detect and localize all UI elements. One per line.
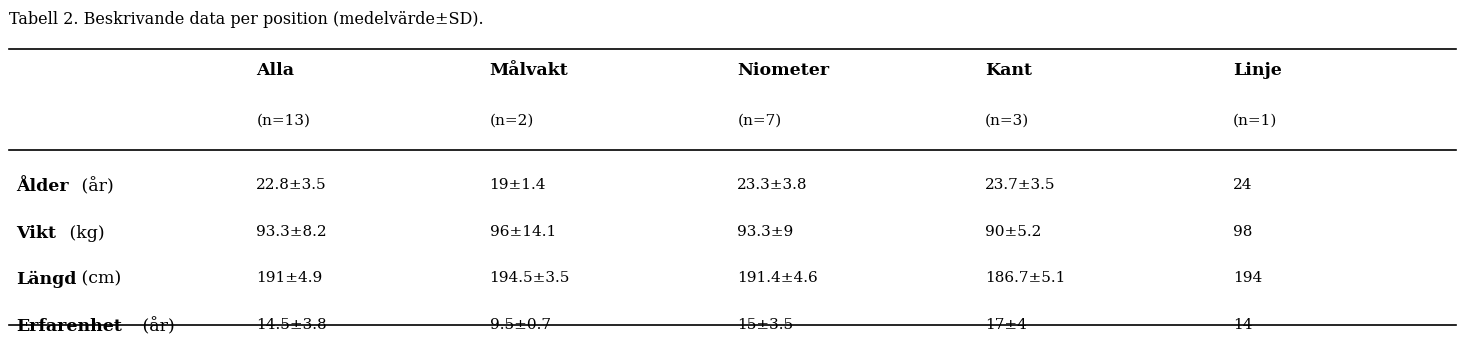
Text: Vikt: Vikt (16, 225, 55, 242)
Text: (år): (år) (137, 318, 175, 336)
Text: Kant: Kant (986, 62, 1032, 79)
Text: Niometer: Niometer (737, 62, 829, 79)
Text: 90±5.2: 90±5.2 (986, 225, 1041, 239)
Text: 9.5±0.7: 9.5±0.7 (489, 318, 550, 332)
Text: 191.4±4.6: 191.4±4.6 (737, 271, 818, 285)
Text: 191±4.9: 191±4.9 (257, 271, 323, 285)
Text: Linje: Linje (1232, 62, 1282, 79)
Text: Målvakt: Målvakt (489, 62, 568, 79)
Text: Längd: Längd (16, 271, 76, 288)
Text: Erfarenhet: Erfarenhet (16, 318, 121, 335)
Text: Ålder: Ålder (16, 178, 69, 195)
Text: 186.7±5.1: 186.7±5.1 (986, 271, 1066, 285)
Text: (n=2): (n=2) (489, 114, 534, 128)
Text: 17±4: 17±4 (986, 318, 1026, 332)
Text: (cm): (cm) (76, 271, 121, 288)
Text: 22.8±3.5: 22.8±3.5 (257, 178, 327, 192)
Text: 19±1.4: 19±1.4 (489, 178, 546, 192)
Text: (n=3): (n=3) (986, 114, 1029, 128)
Text: 93.3±8.2: 93.3±8.2 (257, 225, 327, 239)
Text: (n=7): (n=7) (737, 114, 781, 128)
Text: 98: 98 (1232, 225, 1253, 239)
Text: 93.3±9: 93.3±9 (737, 225, 794, 239)
Text: 14: 14 (1232, 318, 1253, 332)
Text: (n=13): (n=13) (257, 114, 311, 128)
Text: (kg): (kg) (64, 225, 105, 242)
Text: Tabell 2. Beskrivande data per position (medelvärde±SD).: Tabell 2. Beskrivande data per position … (9, 11, 483, 28)
Text: 23.3±3.8: 23.3±3.8 (737, 178, 807, 192)
Text: 194: 194 (1232, 271, 1261, 285)
Text: 194.5±3.5: 194.5±3.5 (489, 271, 569, 285)
Text: 23.7±3.5: 23.7±3.5 (986, 178, 1056, 192)
Text: 96±14.1: 96±14.1 (489, 225, 556, 239)
Text: 24: 24 (1232, 178, 1253, 192)
Text: (n=1): (n=1) (1232, 114, 1278, 128)
Text: 15±3.5: 15±3.5 (737, 318, 793, 332)
Text: 14.5±3.8: 14.5±3.8 (257, 318, 327, 332)
Text: Alla: Alla (257, 62, 295, 79)
Text: (år): (år) (76, 178, 114, 195)
